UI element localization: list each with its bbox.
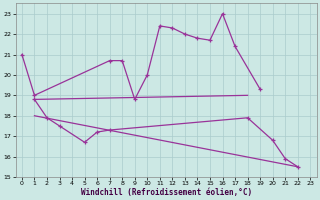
X-axis label: Windchill (Refroidissement éolien,°C): Windchill (Refroidissement éolien,°C) <box>81 188 252 197</box>
